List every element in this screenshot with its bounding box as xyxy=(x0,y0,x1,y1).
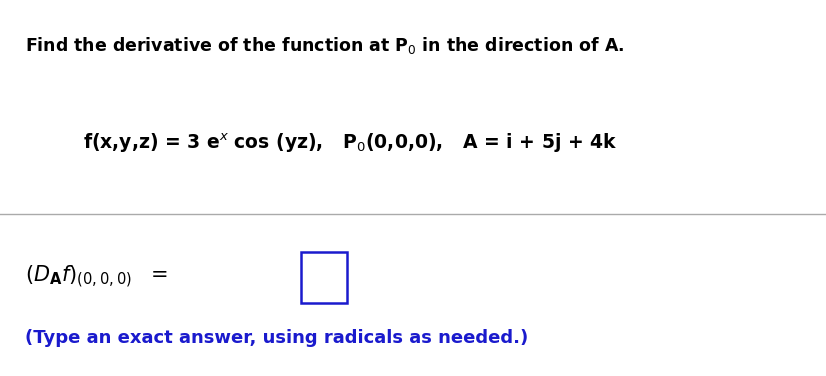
Text: (Type an exact answer, using radicals as needed.): (Type an exact answer, using radicals as… xyxy=(25,329,528,347)
Text: f(x,y,z) = 3 e$^x$ $\bf{cos}$ (yz),   P$_0$(0,0,0),   $\bf{A}$ = $\bf{i}$ + 5$\b: f(x,y,z) = 3 e$^x$ $\bf{cos}$ (yz), P$_0… xyxy=(83,131,617,155)
FancyBboxPatch shape xyxy=(301,252,347,303)
Text: $(D_{\mathbf{A}}f)_{(0,0,0)}$  $=$: $(D_{\mathbf{A}}f)_{(0,0,0)}$ $=$ xyxy=(25,263,168,290)
Text: Find the derivative of the function at P$_0$ in the direction of $\mathbf{A}$.: Find the derivative of the function at P… xyxy=(25,35,624,56)
